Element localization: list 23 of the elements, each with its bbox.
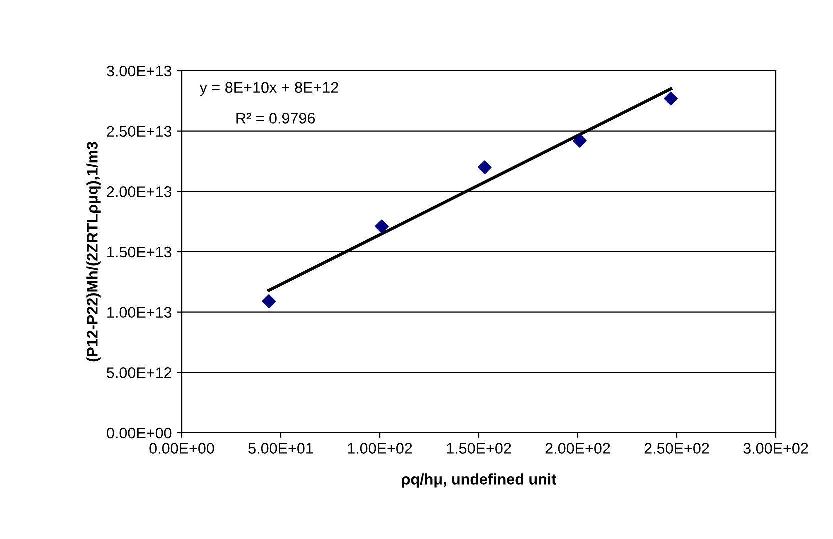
point: [573, 134, 587, 148]
point: [262, 294, 276, 308]
x-tick-label: 3.00E+02: [744, 443, 808, 454]
point: [375, 220, 389, 234]
x-tick-label: 2.00E+02: [546, 443, 610, 454]
y-tick-label: 3.00E+13: [107, 66, 172, 77]
y-tick-label: 1.50E+13: [108, 246, 172, 258]
x-axis-title: ρq/hμ, undefined unit: [402, 474, 557, 488]
point: [478, 160, 492, 174]
y-tick-label: 2.00E+13: [107, 186, 172, 198]
x-tick-label: 1.50E+02: [447, 443, 512, 454]
y-tick-label: 2.50E+13: [107, 126, 172, 138]
y-tick-label: 1.00E+13: [108, 307, 172, 318]
y-tick-label: 0.00E+00: [107, 428, 172, 439]
x-tick-label: 1.00E+02: [348, 443, 412, 454]
annotation: y = 8E+10x + 8E+12: [200, 82, 338, 96]
point: [664, 92, 678, 106]
x-tick-label: 0.00E+00: [150, 443, 214, 454]
x-tick-label: 2.50E+02: [644, 443, 710, 454]
annotation: R² = 0.9796: [236, 113, 316, 124]
x-tick-label: 5.00E+01: [248, 443, 314, 454]
y-axis-title: (P12-P22)Mh/(2ZRTLρμq),1/m3: [86, 142, 101, 362]
y-tick-label: 5.00E+12: [107, 368, 172, 378]
